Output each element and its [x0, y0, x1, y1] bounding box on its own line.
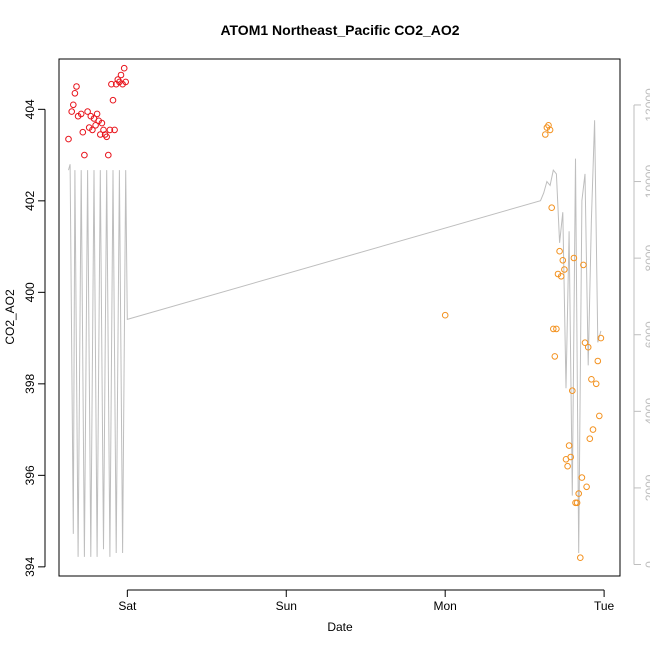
data-point-series-1 — [93, 110, 101, 118]
x-tick-label: Sun — [276, 599, 297, 613]
data-point-series-2 — [589, 426, 597, 433]
data-point-series-2 — [545, 122, 552, 129]
series-line — [68, 120, 602, 557]
data-point-series-1 — [84, 108, 91, 115]
data-point-series-2 — [594, 357, 602, 365]
y-tick-label: 404 — [23, 99, 37, 119]
data-point-series-1 — [100, 126, 107, 134]
y2-tick-label: 8000 — [643, 244, 650, 271]
data-point-series-2 — [596, 412, 603, 420]
data-point-series-2 — [570, 254, 578, 262]
data-point-series-2 — [580, 261, 587, 269]
data-point-series-1 — [97, 131, 104, 138]
y-axis: 394 396 398 400 402 404 — [23, 99, 46, 577]
data-point-series-2 — [575, 490, 583, 497]
y-tick-label: 394 — [23, 557, 37, 577]
data-point-series-2 — [551, 353, 559, 360]
data-point-series-2 — [548, 204, 556, 211]
data-point-series-1 — [81, 151, 88, 159]
data-point-series-2 — [556, 247, 563, 255]
data-point-series-1 — [65, 135, 72, 143]
data-point-series-2 — [592, 380, 600, 388]
data-point-series-1 — [89, 126, 96, 134]
data-point-series-2 — [561, 266, 568, 273]
x-tick-label: Sat — [118, 599, 137, 613]
y2-tick-label: 6000 — [643, 321, 650, 348]
plot-frame — [58, 58, 621, 577]
y2-tick-label: 10000 — [643, 165, 650, 199]
data-point-series-1 — [117, 71, 125, 79]
y-tick-label: 400 — [23, 282, 37, 302]
x-axis: Sat Sun Mon Tue — [118, 589, 615, 613]
y-tick-label: 398 — [23, 374, 37, 394]
data-point-series-1 — [122, 78, 129, 86]
data-point-series-1 — [68, 108, 75, 115]
data-point-series-2 — [559, 257, 567, 264]
y2-tick-label: 12000 — [643, 88, 650, 122]
data-point-series-2 — [564, 462, 571, 470]
y-axis-label: CO2_AO2 — [3, 289, 17, 345]
y2-axis: 0 2000 4000 6000 8000 10000 12000 — [633, 88, 650, 568]
data-point-series-1 — [109, 96, 117, 104]
data-point-series-1 — [103, 133, 110, 141]
data-point-series-1 — [77, 110, 85, 118]
y2-tick-label: 0 — [643, 561, 650, 568]
data-point-series-2 — [597, 334, 605, 342]
points-layer — [65, 64, 605, 562]
data-point-series-2 — [565, 442, 573, 449]
y-tick-label: 402 — [23, 190, 37, 210]
data-point-series-1 — [71, 90, 79, 97]
data-point-series-1 — [92, 122, 99, 129]
chart-title: ATOM1 Northeast_Pacific CO2_AO2 — [220, 22, 459, 38]
data-point-series-2 — [569, 387, 576, 395]
y-tick-label: 396 — [23, 465, 37, 485]
data-point-series-1 — [73, 83, 80, 90]
data-point-series-1 — [120, 64, 128, 72]
data-point-series-1 — [106, 126, 114, 134]
data-point-series-1 — [70, 101, 77, 109]
data-point-series-1 — [98, 119, 106, 127]
data-point-series-2 — [584, 343, 592, 351]
y2-tick-label: 4000 — [643, 398, 650, 425]
data-point-series-2 — [557, 273, 565, 280]
data-point-series-2 — [583, 483, 590, 491]
data-point-series-2 — [542, 131, 549, 138]
data-point-series-2 — [581, 339, 589, 347]
data-point-series-1 — [105, 151, 112, 159]
data-point-series-2 — [553, 325, 560, 333]
x-axis-label: Date — [327, 620, 353, 634]
data-point-series-2 — [588, 376, 595, 383]
x-tick-label: Tue — [594, 599, 615, 613]
data-point-series-2 — [546, 126, 554, 134]
data-point-series-2 — [441, 311, 449, 319]
data-point-series-2 — [578, 474, 586, 481]
data-point-series-2 — [586, 435, 594, 443]
data-point-series-2 — [573, 499, 581, 507]
y2-tick-label: 2000 — [643, 474, 650, 501]
data-point-series-2 — [577, 554, 584, 562]
data-point-series-1 — [79, 128, 87, 136]
x-tick-label: Mon — [434, 599, 457, 613]
data-point-series-2 — [567, 453, 575, 461]
data-point-series-2 — [550, 325, 557, 333]
line-layer — [68, 120, 602, 557]
data-point-series-1 — [111, 126, 118, 134]
data-point-series-1 — [108, 80, 115, 88]
